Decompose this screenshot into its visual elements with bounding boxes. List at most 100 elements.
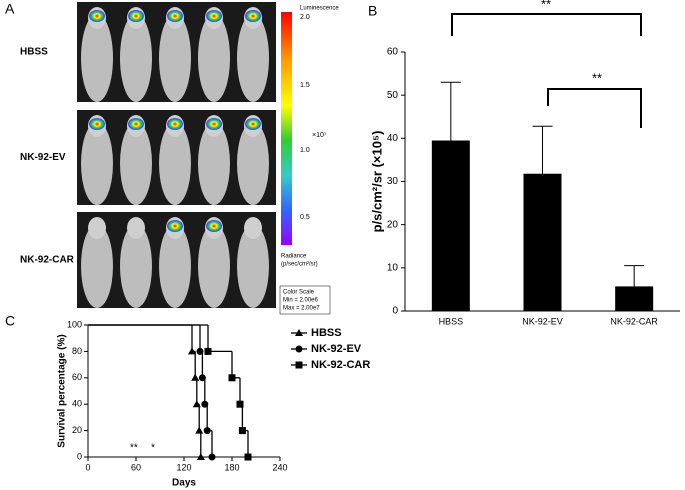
mouse: [237, 14, 269, 102]
mouse: [81, 14, 113, 102]
mouse: [198, 224, 230, 308]
signal: [245, 118, 261, 130]
mouse: [198, 122, 230, 205]
mouse: [159, 122, 191, 205]
signal: [206, 118, 222, 130]
signal: [206, 10, 222, 22]
mouse-images: [77, 2, 276, 308]
annotation: **: [130, 443, 138, 454]
signal: [128, 118, 144, 130]
bar: [431, 140, 470, 311]
annotation: **: [592, 70, 602, 85]
panel-label: A: [5, 1, 15, 17]
legend-label: NK-92-EV: [311, 343, 362, 355]
colorbar-unit: (p/sec/cm²/sr): [281, 262, 318, 268]
mouse: [120, 224, 152, 308]
mouse: [237, 122, 269, 205]
marker: [203, 427, 211, 435]
marker: [195, 426, 204, 434]
x-tick-label: HBSS: [439, 316, 464, 326]
bar: [523, 173, 562, 311]
marker: [196, 347, 204, 355]
error-bar: [532, 125, 553, 174]
x-tick-label: 0: [85, 462, 90, 472]
x-tick-label: NK-92-CAR: [610, 316, 658, 326]
colorbar-tick: 1.0: [300, 147, 310, 154]
marker: [198, 374, 206, 382]
y-tick-label: 10: [387, 262, 399, 273]
marker: [236, 400, 244, 408]
y-tick-label: 40: [72, 399, 82, 409]
signal: [89, 118, 105, 130]
marker: [192, 400, 201, 408]
marker: [208, 453, 216, 461]
mouse: [120, 14, 152, 102]
y-tick-label: 0: [392, 306, 398, 317]
mouse: [81, 122, 113, 205]
colorbar-title: Luminescence: [300, 6, 339, 12]
bracket: [451, 13, 642, 36]
scale-box: [279, 285, 331, 315]
signal: [167, 10, 183, 22]
y-tick-label: 60: [387, 47, 399, 58]
scale-box-text: Min = 2.00e6: [283, 298, 319, 304]
legend-label: HBSS: [311, 327, 342, 339]
legend-marker: [295, 361, 303, 369]
colorbar-tick: 2.0: [300, 14, 310, 21]
signal: [206, 220, 222, 232]
y-tick-label: 20: [387, 219, 399, 230]
marker: [188, 347, 196, 355]
mouse-head: [88, 217, 106, 239]
y-axis-label: Survival percentage (%): [57, 334, 68, 447]
mouse: [159, 224, 191, 308]
mouse: [120, 122, 152, 205]
marker: [191, 373, 200, 381]
annotation: *: [151, 443, 155, 454]
legend-label: NK-92-CAR: [311, 359, 370, 371]
y-tick-label: 100: [67, 319, 82, 329]
marker: [204, 347, 212, 355]
mouse: [237, 224, 269, 308]
signal: [167, 220, 183, 232]
mouse: [81, 224, 113, 308]
colorbar: [281, 12, 292, 245]
y-tick-label: 20: [72, 425, 82, 435]
panel-label: B: [368, 3, 377, 19]
mouse: [159, 14, 191, 102]
scale-box-text: Max = 2.00e7: [283, 306, 320, 312]
annotation: **: [541, 0, 551, 11]
error-bar: [624, 265, 645, 287]
signal: [89, 10, 105, 22]
signal: [128, 10, 144, 22]
marker: [196, 453, 205, 460]
x-tick-label: 60: [131, 462, 141, 472]
marker: [244, 453, 252, 461]
row-label: HBSS: [20, 47, 48, 58]
colorbar-tick: 0.5: [300, 214, 310, 221]
y-axis-label: p/s/cm²/sr (×10⁵): [369, 131, 384, 233]
y-tick-label: 50: [387, 90, 399, 101]
y-tick-label: 0: [77, 451, 82, 461]
x-tick-label: NK-92-EV: [522, 316, 563, 326]
signal: [167, 118, 183, 130]
marker: [228, 374, 236, 382]
x-axis-label: Days: [172, 478, 196, 489]
y-tick-label: 30: [387, 176, 399, 187]
signal: [245, 10, 261, 22]
row-label: NK-92-CAR: [20, 255, 75, 266]
x-tick-label: 120: [176, 462, 191, 472]
marker: [201, 400, 209, 408]
mouse-head: [127, 217, 145, 239]
legend-marker: [295, 345, 303, 353]
mouse: [198, 14, 230, 102]
x-tick-label: 180: [224, 462, 239, 472]
mouse-head: [244, 217, 262, 239]
y-tick-label: 60: [72, 372, 82, 382]
legend-marker: [295, 329, 303, 336]
marker: [238, 427, 246, 435]
error-bar: [440, 81, 461, 141]
x-tick-label: 240: [272, 462, 287, 472]
scale-box-text: Color Scale: [283, 290, 315, 296]
colorbar-tick: 1.5: [300, 82, 310, 89]
